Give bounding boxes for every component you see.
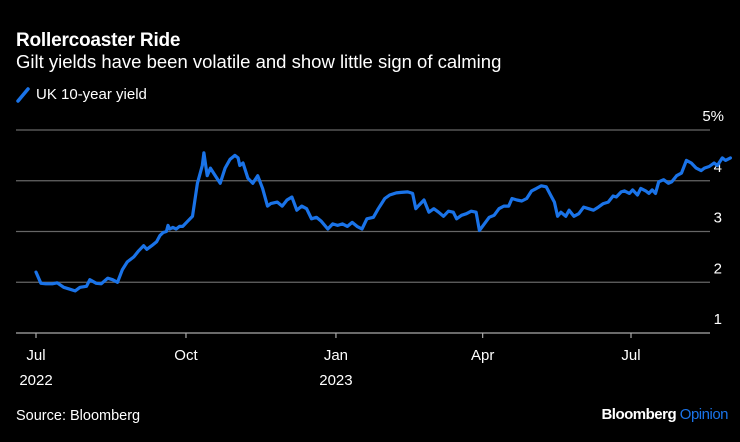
x-axis: Jul 2022 Oct Jan 2023 Apr Jul xyxy=(19,333,641,389)
series-group xyxy=(34,151,733,293)
brand-accent: Opinion xyxy=(679,406,729,423)
chart-title: Rollercoaster Ride xyxy=(16,30,181,51)
legend-label: UK 10-year yield xyxy=(36,86,147,103)
y-tick-label: 2 xyxy=(714,260,722,277)
brand-main: Bloomberg xyxy=(601,406,677,423)
x-tick-label: Oct xyxy=(174,347,198,364)
x-tick-sublabel: 2023 xyxy=(319,372,352,389)
x-tick-sublabel: 2022 xyxy=(19,372,52,389)
y-axis: 5% 4 3 2 1 xyxy=(702,108,724,328)
gridlines xyxy=(16,129,710,334)
y-tick-label: 4 xyxy=(714,159,722,176)
y-tick-label: 3 xyxy=(714,210,722,227)
y-tick-label: 5% xyxy=(702,108,724,125)
x-tick-label: Jan xyxy=(324,347,348,364)
x-tick-label: Jul xyxy=(621,347,640,364)
chart-subtitle: Gilt yields have been volatile and show … xyxy=(16,51,502,72)
series-line-uk-10-year-yield xyxy=(34,151,733,293)
source-note: Source: Bloomberg xyxy=(16,408,141,424)
brand-logo: Bloomberg Opinion xyxy=(601,406,728,423)
legend-swatch-icon xyxy=(16,86,30,103)
x-tick-label: Jul xyxy=(26,347,45,364)
x-tick-label: Apr xyxy=(471,347,494,364)
y-tick-label: 1 xyxy=(714,311,722,328)
legend: UK 10-year yield xyxy=(16,86,147,103)
